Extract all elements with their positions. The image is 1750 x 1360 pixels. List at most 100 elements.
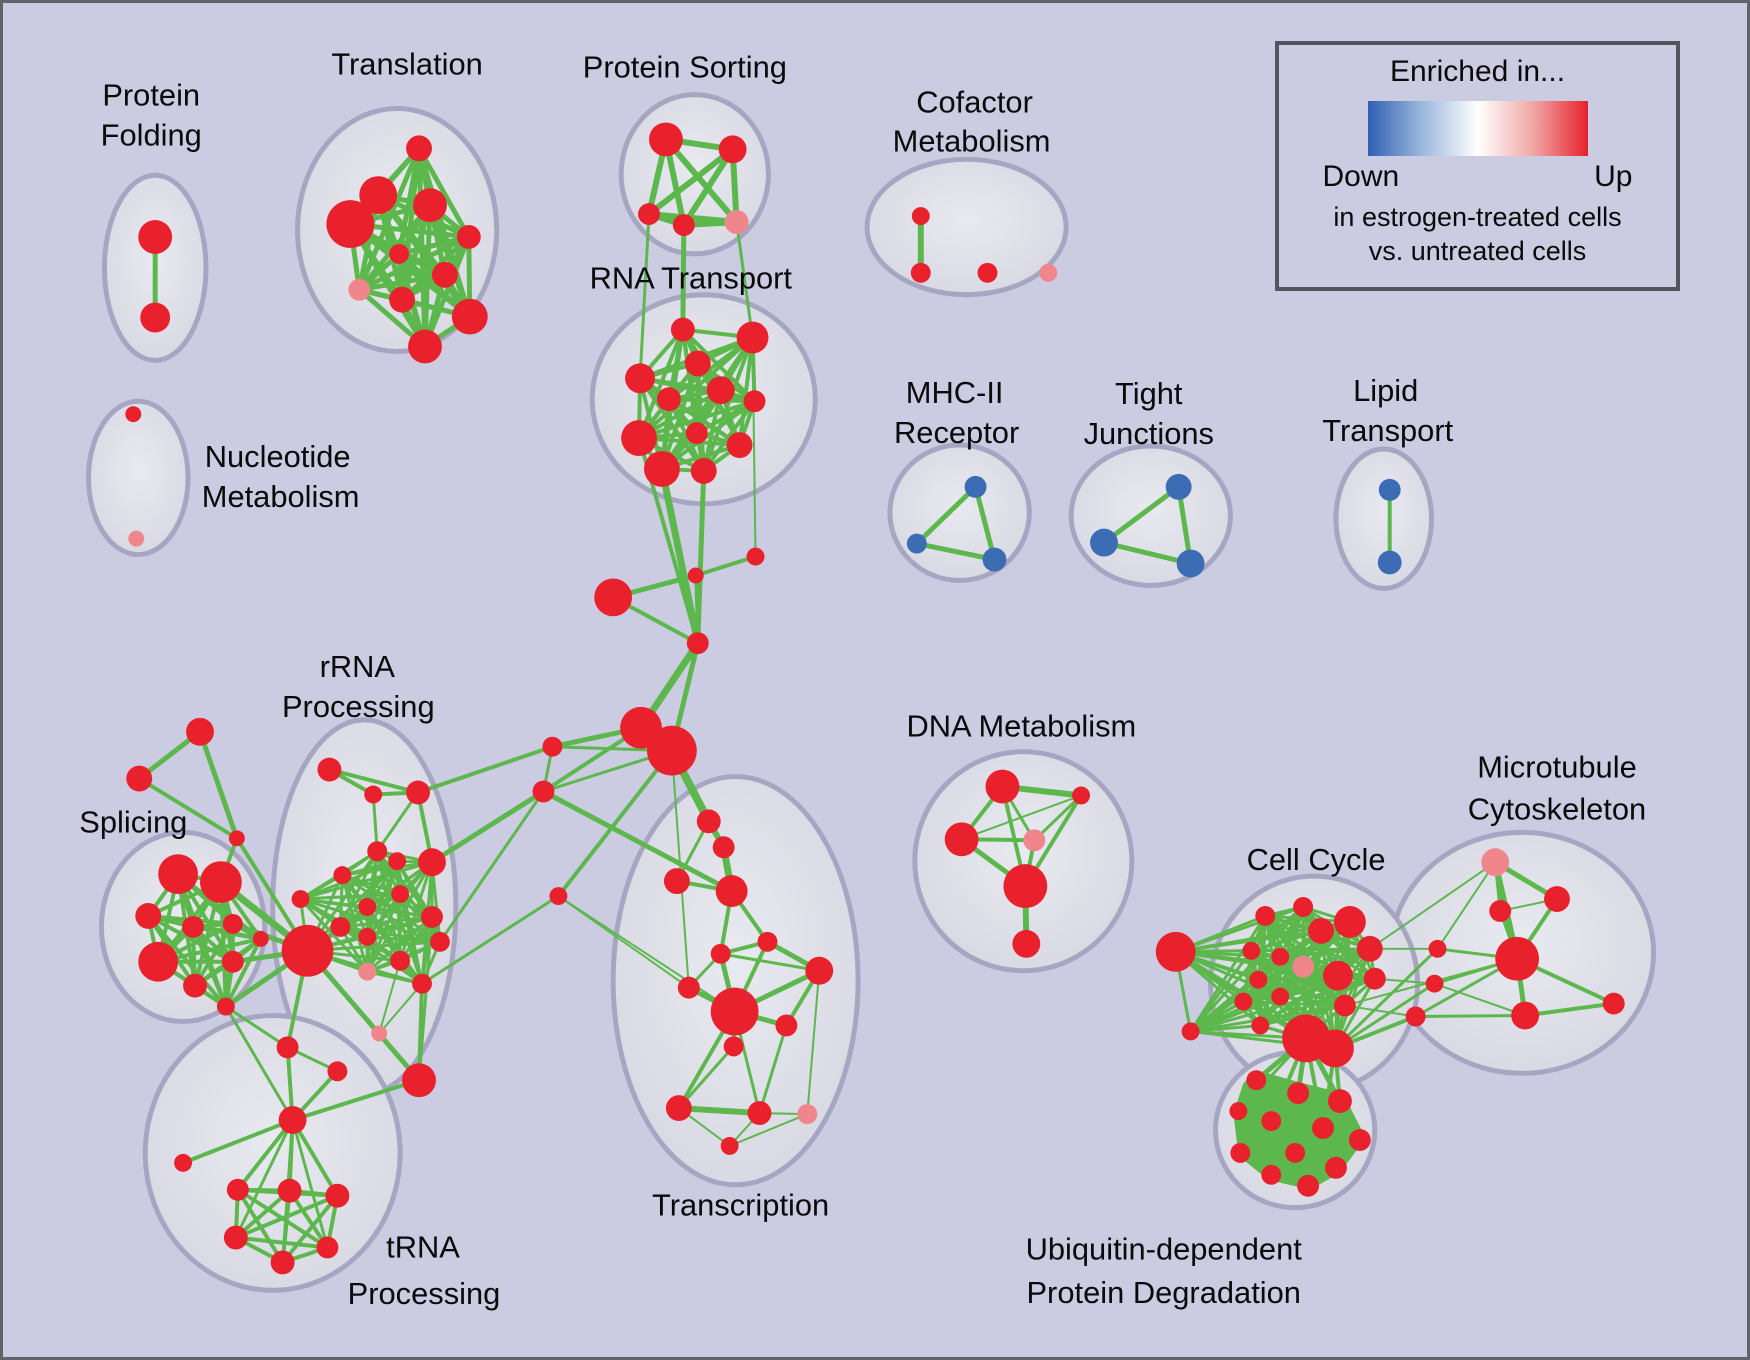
- node-r3[interactable]: [406, 780, 430, 805]
- node-c13[interactable]: [1271, 987, 1290, 1006]
- node-u11[interactable]: [1261, 1164, 1282, 1185]
- node-x5[interactable]: [710, 943, 731, 964]
- node-c16[interactable]: [1251, 1016, 1270, 1035]
- node-r10[interactable]: [421, 905, 443, 928]
- node-cf2[interactable]: [910, 262, 931, 283]
- node-h2[interactable]: [647, 725, 697, 776]
- node-r2[interactable]: [364, 785, 383, 804]
- node-nm1[interactable]: [125, 406, 142, 423]
- node-b3[interactable]: [1405, 1006, 1426, 1027]
- node-T9[interactable]: [621, 420, 657, 456]
- node-c11[interactable]: [1363, 967, 1386, 990]
- node-x4[interactable]: [715, 875, 748, 907]
- node-c8[interactable]: [1249, 970, 1268, 989]
- node-t10[interactable]: [451, 298, 488, 335]
- node-T6[interactable]: [656, 387, 681, 412]
- node-r12[interactable]: [358, 927, 377, 946]
- node-t8[interactable]: [348, 278, 371, 301]
- node-m9[interactable]: [1602, 992, 1625, 1015]
- node-r18[interactable]: [429, 931, 450, 952]
- node-c12[interactable]: [1234, 992, 1253, 1011]
- node-nc[interactable]: [594, 578, 633, 617]
- node-d6[interactable]: [1012, 929, 1041, 958]
- node-m1[interactable]: [1481, 848, 1510, 877]
- node-h0[interactable]: [174, 1153, 193, 1172]
- node-t1[interactable]: [406, 135, 432, 162]
- node-lt2[interactable]: [1377, 550, 1402, 575]
- node-l3[interactable]: [549, 887, 568, 906]
- node-s2[interactable]: [718, 135, 747, 164]
- node-pf1[interactable]: [138, 220, 173, 254]
- node-t11[interactable]: [408, 329, 442, 364]
- node-r14[interactable]: [281, 924, 334, 977]
- node-c6[interactable]: [1271, 947, 1290, 966]
- node-x12[interactable]: [665, 1095, 692, 1122]
- node-cf3[interactable]: [977, 262, 998, 283]
- node-cf1[interactable]: [911, 207, 930, 226]
- node-m3[interactable]: [1489, 900, 1512, 922]
- node-th[interactable]: [278, 1106, 307, 1134]
- node-u7[interactable]: [1348, 1129, 1371, 1151]
- node-g3[interactable]: [325, 1183, 350, 1208]
- node-r11[interactable]: [330, 916, 351, 937]
- node-m2[interactable]: [1544, 886, 1570, 912]
- node-cb2[interactable]: [1316, 1029, 1354, 1068]
- node-l1[interactable]: [542, 736, 563, 757]
- node-mh2[interactable]: [906, 533, 927, 554]
- node-r19[interactable]: [371, 1025, 388, 1042]
- node-rb[interactable]: [402, 1063, 436, 1098]
- node-x6[interactable]: [757, 931, 778, 952]
- node-nd[interactable]: [686, 632, 709, 655]
- node-x14[interactable]: [797, 1104, 818, 1125]
- node-t5[interactable]: [456, 225, 481, 249]
- node-c15[interactable]: [1181, 1022, 1200, 1041]
- node-cch[interactable]: [1155, 931, 1196, 972]
- node-p7[interactable]: [183, 973, 207, 998]
- node-s5[interactable]: [724, 210, 749, 234]
- node-g5[interactable]: [270, 1250, 295, 1275]
- node-T8[interactable]: [685, 422, 708, 445]
- node-T2[interactable]: [736, 321, 769, 354]
- node-mh1[interactable]: [964, 475, 987, 498]
- node-t4[interactable]: [413, 188, 447, 223]
- node-nm2[interactable]: [128, 530, 145, 547]
- node-r6[interactable]: [388, 852, 407, 871]
- node-p2[interactable]: [199, 861, 242, 904]
- node-c14[interactable]: [1333, 994, 1356, 1017]
- node-u2[interactable]: [1287, 1082, 1310, 1105]
- node-T10[interactable]: [726, 432, 753, 458]
- node-c9[interactable]: [1323, 960, 1353, 991]
- node-x13[interactable]: [747, 1101, 772, 1126]
- node-T3[interactable]: [684, 350, 711, 377]
- node-q1[interactable]: [276, 1036, 299, 1059]
- node-T1[interactable]: [670, 317, 695, 342]
- node-m4[interactable]: [1495, 936, 1540, 981]
- node-g6[interactable]: [316, 1236, 339, 1259]
- node-x8[interactable]: [677, 976, 700, 999]
- node-r16[interactable]: [390, 950, 411, 971]
- node-t9[interactable]: [389, 286, 416, 313]
- node-g4[interactable]: [223, 1225, 248, 1250]
- node-g1[interactable]: [226, 1178, 249, 1201]
- node-a1[interactable]: [186, 717, 214, 746]
- node-d1[interactable]: [985, 769, 1020, 804]
- node-p10[interactable]: [252, 930, 269, 947]
- node-t3[interactable]: [326, 200, 375, 248]
- node-x15[interactable]: [720, 1136, 739, 1155]
- node-r7[interactable]: [418, 848, 446, 877]
- node-u12[interactable]: [1297, 1174, 1320, 1197]
- node-q2[interactable]: [327, 1061, 348, 1082]
- node-lt1[interactable]: [1378, 478, 1401, 501]
- node-u8[interactable]: [1230, 1142, 1251, 1163]
- node-u10[interactable]: [1325, 1156, 1347, 1179]
- node-u1[interactable]: [1246, 1070, 1267, 1091]
- node-u9[interactable]: [1285, 1142, 1306, 1163]
- node-nb[interactable]: [746, 547, 765, 566]
- node-t6[interactable]: [389, 243, 410, 264]
- node-T12[interactable]: [690, 457, 717, 484]
- node-u6[interactable]: [1312, 1117, 1334, 1139]
- node-r8[interactable]: [391, 885, 410, 904]
- node-d3[interactable]: [944, 822, 979, 857]
- node-l2[interactable]: [532, 780, 555, 803]
- node-c5[interactable]: [1242, 941, 1261, 960]
